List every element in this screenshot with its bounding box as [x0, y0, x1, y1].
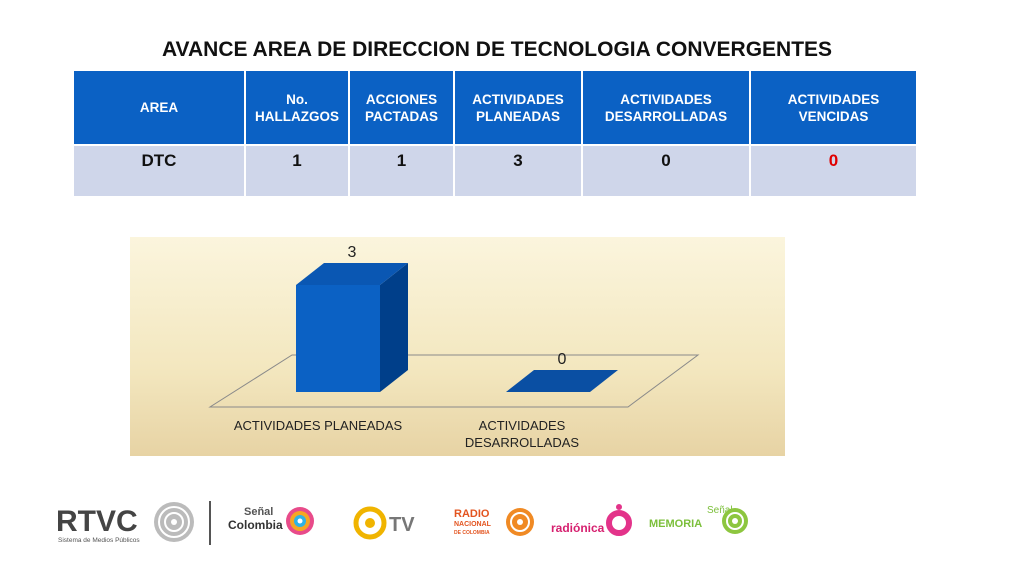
bar-chart-panel: 3 0 ACTIVIDADES PLANEADAS ACTIVIDADES DESARR… [130, 237, 785, 456]
category-label-1: DESARROLLADAS [465, 435, 579, 450]
rtvc-swirl-icon [154, 502, 194, 542]
radionica-logo: radiónica [551, 504, 632, 536]
data-label-0: 3 [348, 244, 357, 261]
header-planeadas: ACTIVIDADES PLANEADAS [453, 69, 583, 146]
bar-top-1 [506, 370, 618, 392]
senal-text: Señal [244, 506, 273, 518]
radionica-text: radiónica [551, 521, 605, 535]
bar-chart: 3 0 ACTIVIDADES PLANEADAS ACTIVIDADES DESARR… [208, 244, 700, 450]
footer-logos: RTVC Sistema de Medios Públicos Señal Co… [52, 495, 772, 555]
cell-desarrolladas: 0 [581, 144, 751, 198]
colombia-text: Colombia [228, 518, 283, 532]
de-colombia-text: DE COLOMBIA [454, 530, 490, 536]
tv-logo: TV [353, 506, 415, 540]
header-hallazgos: No. HALLAZGOS [244, 69, 350, 146]
table-header-row: AREA No. HALLAZGOS ACCIONES PACTADAS ACTIV… [72, 69, 918, 146]
radionica-ring-icon [606, 510, 632, 536]
cell-area: DTC [72, 144, 246, 198]
cell-vencidas: 0 [749, 144, 918, 198]
logo-strip: RTVC Sistema de Medios Públicos Señal Co… [56, 501, 748, 545]
colombia-swirl-icon [286, 507, 314, 535]
summary-table: AREA No. HALLAZGOS ACCIONES PACTADAS ACTIV… [72, 69, 918, 198]
radio-text: RADIO [454, 508, 490, 520]
bar-top-0 [296, 263, 408, 285]
rtvc-logo: RTVC Sistema de Medios Públicos [56, 501, 211, 545]
nacional-text: NACIONAL [454, 521, 492, 528]
table-row: DTC 1 1 3 0 0 [72, 144, 918, 198]
senal-memoria-logo: Señal MEMORIA [649, 505, 748, 534]
bar-front-0 [296, 285, 380, 392]
memoria-text: MEMORIA [649, 518, 702, 530]
senal-memoria-senal-text: Señal [707, 505, 733, 516]
category-label-0: ACTIVIDADES PLANEADAS [234, 418, 403, 433]
radio-nacional-logo: RADIO NACIONAL DE COLOMBIA [454, 508, 534, 536]
cell-acciones: 1 [348, 144, 455, 198]
chart-floor [208, 354, 700, 408]
category-label-1: ACTIVIDADES [479, 418, 566, 433]
header-vencidas: ACTIVIDADES VENCIDAS [749, 69, 918, 146]
cell-planeadas: 3 [453, 144, 583, 198]
rtvc-logo-text: RTVC [56, 505, 138, 538]
senal-colombia-logo: Señal Colombia [228, 506, 314, 535]
data-label-1: 0 [558, 351, 567, 368]
header-desarrolladas: ACTIVIDADES DESARROLLADAS [581, 69, 751, 146]
tv-text: TV [389, 514, 415, 536]
rtvc-logo-subtext: Sistema de Medios Públicos [58, 537, 140, 544]
radio-swirl-icon [506, 508, 534, 536]
tv-ring-icon [353, 506, 387, 540]
page-title: AVANCE AREA DE DIRECCION DE TECNOLOGIA C… [161, 38, 833, 61]
bar-side-0 [380, 263, 408, 392]
memoria-swirl-icon [722, 508, 748, 534]
header-acciones: ACCIONES PACTADAS [348, 69, 455, 146]
cell-hallazgos: 1 [244, 144, 350, 198]
header-area: AREA [72, 69, 246, 146]
